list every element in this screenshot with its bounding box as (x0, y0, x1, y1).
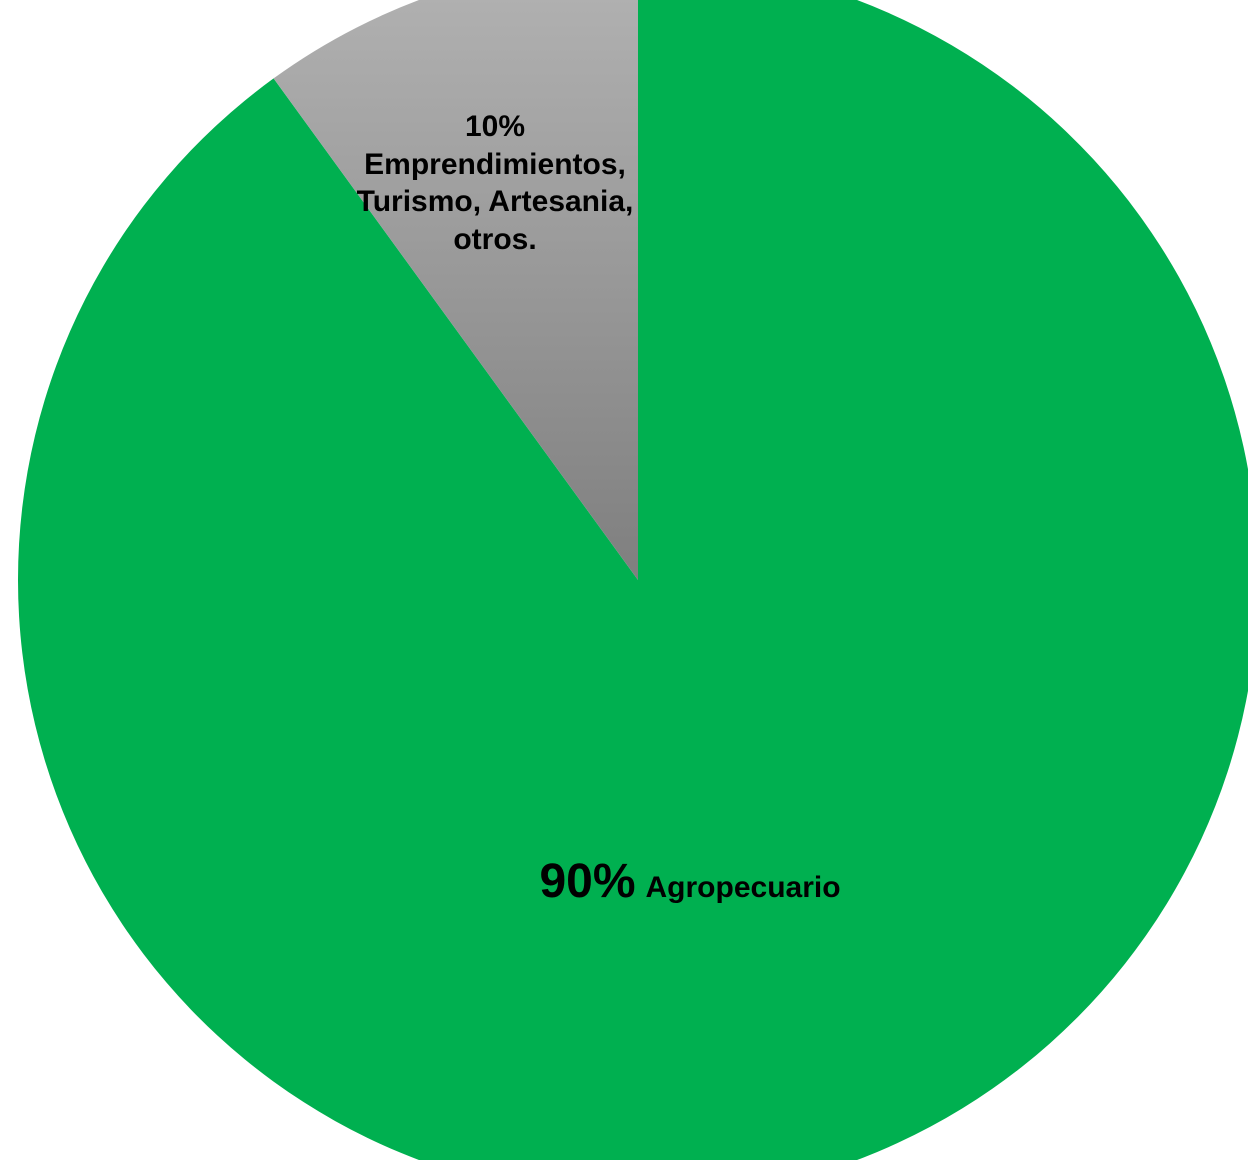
slice-label-emprendimientos: 10% Emprendimientos, Turismo, Artesania,… (325, 108, 665, 258)
slice-category-line-2: Turismo, Artesania, (356, 185, 634, 218)
slice-label-agropecuario: 90% Agropecuario (440, 852, 940, 912)
pie-slice-emprendimientos (273, 0, 638, 580)
pie-slice-agropecuario (18, 0, 1248, 1160)
slice-category-line-1: Emprendimientos, (364, 147, 626, 181)
slice-category-line-3: otros. (453, 222, 537, 256)
slice-percent-agropecuario: 90% (539, 855, 636, 908)
pie-slices (18, 0, 1248, 1160)
slice-percent-emprendimientos: 10% (464, 110, 526, 143)
slice-category-agropecuario: Agropecuario (645, 871, 841, 904)
